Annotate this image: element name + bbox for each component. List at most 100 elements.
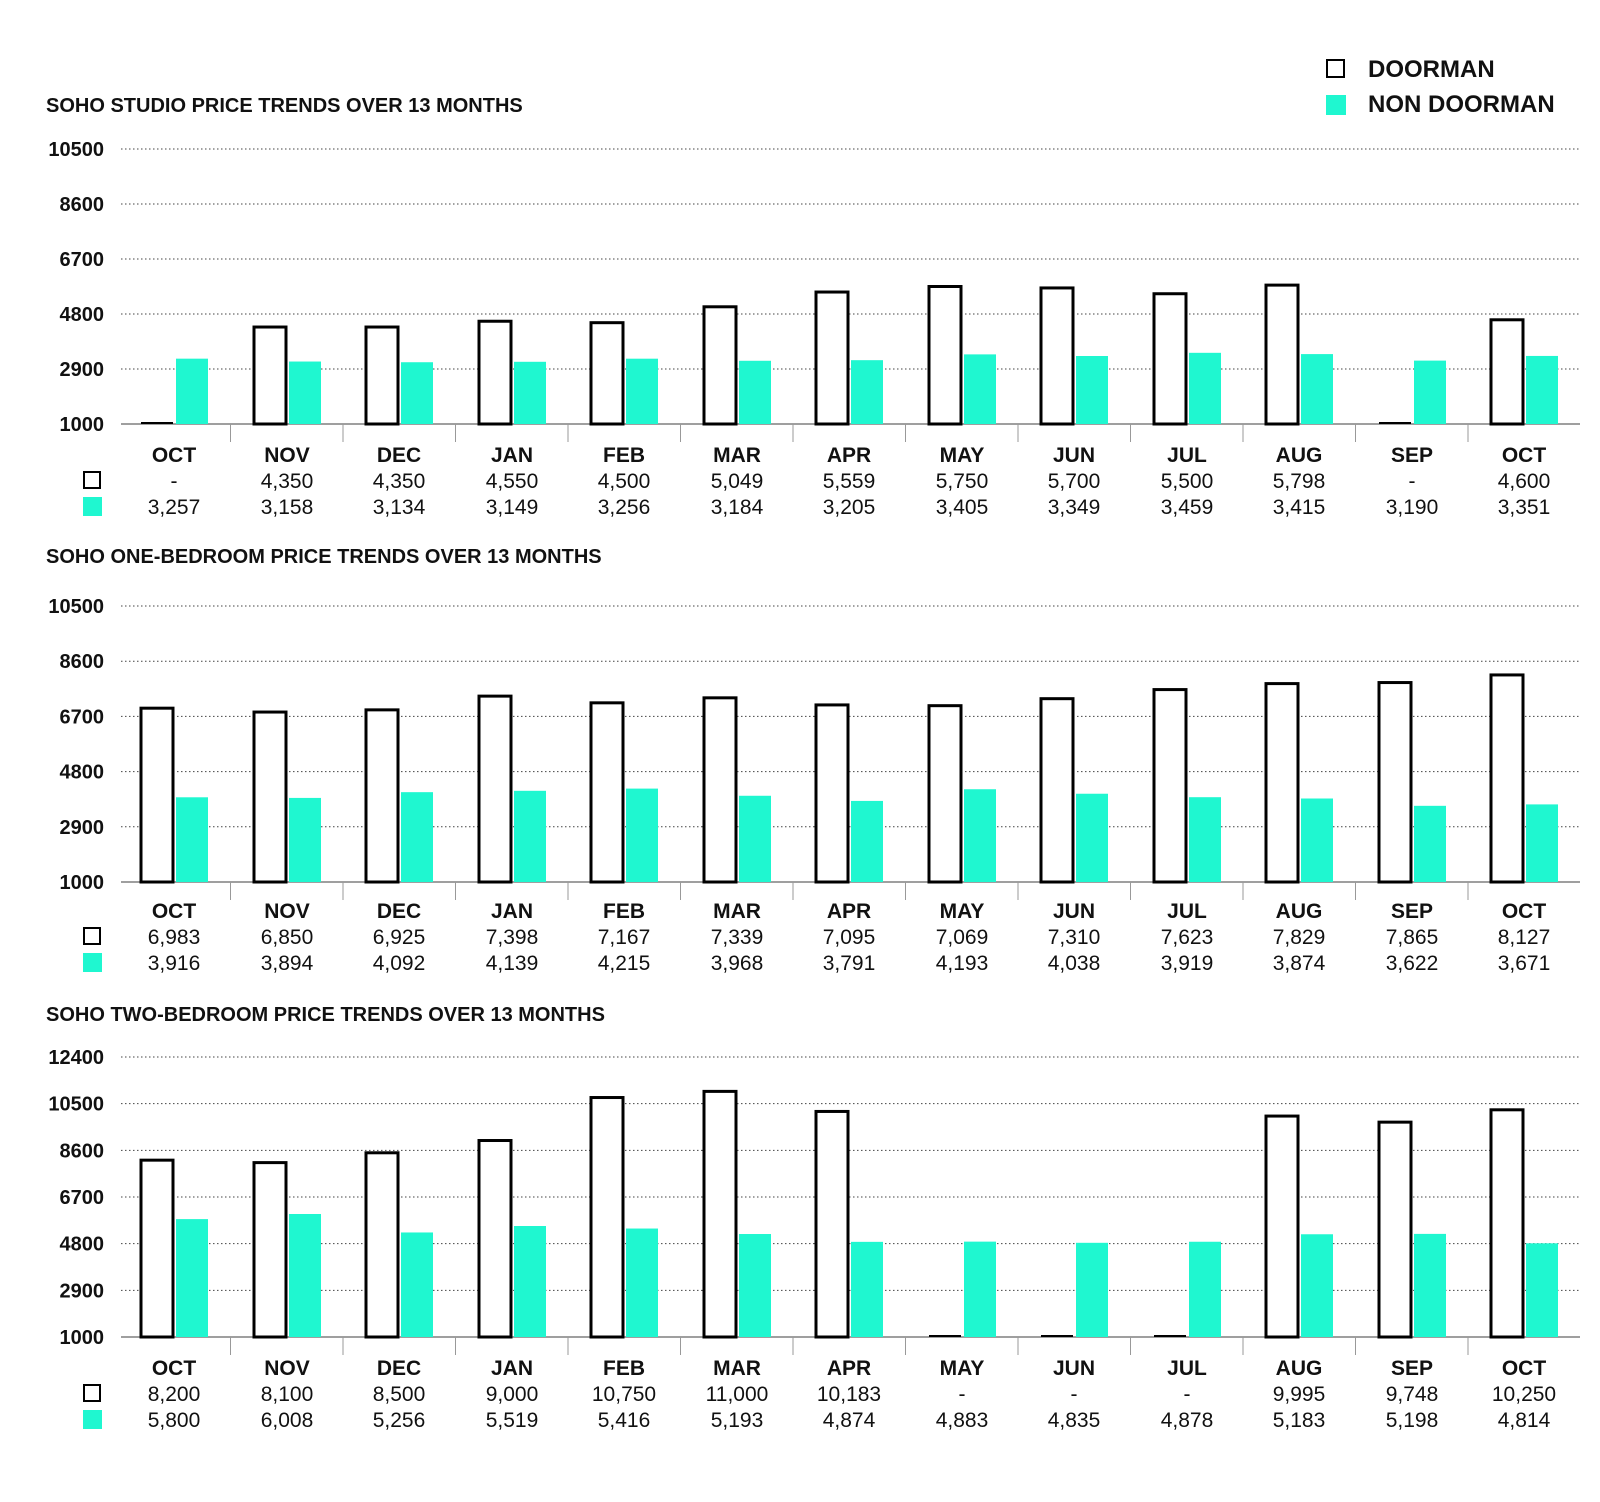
bar-doorman xyxy=(364,325,400,426)
chart-title: SOHO ONE-BEDROOM PRICE TRENDS OVER 13 MO… xyxy=(46,546,602,568)
y-tick-label: 10500 xyxy=(48,596,104,618)
y-tick-label: 2900 xyxy=(60,817,105,839)
bar-doorman xyxy=(589,321,625,426)
doorman-value-label: - xyxy=(1409,470,1416,493)
category-label: MAY xyxy=(940,900,985,923)
doorman-value-label: 10,250 xyxy=(1492,1383,1556,1406)
doorman-value-label: 4,350 xyxy=(261,470,314,493)
category-label: SEP xyxy=(1391,1357,1433,1380)
doorman-value-label: 7,167 xyxy=(598,926,651,949)
doorman-value-label: - xyxy=(171,470,178,493)
bar-non-doorman xyxy=(1301,1234,1333,1337)
y-tick-label: 8600 xyxy=(60,651,105,673)
bar-doorman xyxy=(1039,286,1075,426)
bar-non-doorman xyxy=(626,358,658,424)
non-doorman-value-label: 3,190 xyxy=(1386,496,1439,519)
non-doorman-value-label: 6,008 xyxy=(261,1409,314,1432)
category-label: OCT xyxy=(1502,444,1547,467)
y-tick-label: 2900 xyxy=(60,359,105,381)
y-tick-label: 8600 xyxy=(60,1140,105,1162)
bar-non-doorman xyxy=(739,795,771,882)
category-label: DEC xyxy=(377,1357,421,1380)
non-doorman-value-label: 3,205 xyxy=(823,496,876,519)
doorman-value-label: 11,000 xyxy=(706,1383,769,1406)
bar-non-doorman xyxy=(851,800,883,882)
doorman-value-label: 5,798 xyxy=(1273,470,1326,493)
non-doorman-value-label: 3,257 xyxy=(148,496,201,519)
doorman-value-label: 4,500 xyxy=(598,470,651,493)
non-doorman-value-label: 3,158 xyxy=(261,496,314,519)
bar-doorman xyxy=(1489,1108,1525,1339)
non-doorman-value-label: 4,874 xyxy=(823,1409,876,1432)
category-label: JUN xyxy=(1053,444,1095,467)
doorman-value-label: 5,500 xyxy=(1161,470,1214,493)
bar-doorman xyxy=(702,696,738,884)
bar-doorman xyxy=(252,710,288,884)
category-label: APR xyxy=(827,444,871,467)
row-key-doorman-swatch xyxy=(83,471,101,489)
category-label: OCT xyxy=(152,444,197,467)
non-doorman-value-label: 3,134 xyxy=(373,496,426,519)
bar-non-doorman xyxy=(1076,356,1108,424)
y-tick-label: 6700 xyxy=(60,706,105,728)
doorman-value-label: - xyxy=(1071,1383,1078,1406)
bar-doorman xyxy=(1152,292,1188,426)
doorman-value-label: 9,000 xyxy=(486,1383,539,1406)
doorman-value-label: 7,865 xyxy=(1386,926,1439,949)
bar-doorman xyxy=(364,1151,400,1339)
non-doorman-value-label: 4,193 xyxy=(936,952,989,975)
category-label: NOV xyxy=(264,900,310,923)
bar-non-doorman xyxy=(289,361,321,424)
category-label: MAY xyxy=(940,444,985,467)
doorman-value-label: 5,559 xyxy=(823,470,876,493)
bar-non-doorman xyxy=(289,797,321,882)
bar-doorman xyxy=(927,704,963,884)
non-doorman-value-label: 3,149 xyxy=(486,496,539,519)
y-tick-label: 10500 xyxy=(48,1094,104,1116)
non-doorman-value-label: 3,671 xyxy=(1498,952,1551,975)
bar-doorman xyxy=(1264,283,1300,426)
bar-doorman xyxy=(589,701,625,884)
non-doorman-value-label: 5,183 xyxy=(1273,1409,1326,1432)
bar-non-doorman xyxy=(401,792,433,882)
bar-non-doorman xyxy=(1526,1243,1558,1337)
bar-doorman xyxy=(927,285,963,426)
bar-doorman xyxy=(139,706,175,884)
bar-non-doorman xyxy=(1414,805,1446,882)
bar-doorman xyxy=(1489,318,1525,426)
row-key-doorman-swatch xyxy=(83,1384,101,1402)
bar-non-doorman xyxy=(851,360,883,424)
category-label: JUN xyxy=(1053,900,1095,923)
bar-non-doorman xyxy=(1189,1241,1221,1337)
non-doorman-value-label: 3,622 xyxy=(1386,952,1439,975)
chart-3: SOHO TWO-BEDROOM PRICE TRENDS OVER 13 MO… xyxy=(46,1004,1580,1432)
bar-non-doorman xyxy=(1076,1242,1108,1337)
doorman-value-label: 8,127 xyxy=(1498,926,1551,949)
category-label: OCT xyxy=(1502,900,1547,923)
category-label: JAN xyxy=(491,1357,533,1380)
category-label: JUL xyxy=(1167,900,1207,923)
bar-doorman xyxy=(814,1109,850,1339)
y-tick-label: 12400 xyxy=(48,1047,104,1069)
bar-non-doorman xyxy=(401,1232,433,1337)
bar-doorman xyxy=(1489,673,1525,884)
bar-non-doorman xyxy=(176,358,208,424)
legend-non-doorman-swatch xyxy=(1326,95,1346,115)
doorman-value-label: 7,623 xyxy=(1161,926,1214,949)
y-tick-label: 4800 xyxy=(60,1234,105,1256)
y-tick-label: 1000 xyxy=(60,872,105,894)
bar-doorman xyxy=(814,290,850,426)
bar-non-doorman xyxy=(739,1234,771,1337)
category-label: FEB xyxy=(603,900,645,923)
doorman-value-label: - xyxy=(959,1383,966,1406)
doorman-value-label: - xyxy=(1184,1383,1191,1406)
bar-non-doorman xyxy=(176,1219,208,1337)
non-doorman-value-label: 3,894 xyxy=(261,952,314,975)
bar-non-doorman xyxy=(1301,354,1333,424)
bar-doorman xyxy=(139,1158,175,1339)
row-key-non-doorman-swatch xyxy=(83,497,102,516)
doorman-value-label: 10,750 xyxy=(592,1383,656,1406)
non-doorman-value-label: 3,459 xyxy=(1161,496,1214,519)
non-doorman-value-label: 5,256 xyxy=(373,1409,426,1432)
doorman-value-label: 5,750 xyxy=(936,470,989,493)
